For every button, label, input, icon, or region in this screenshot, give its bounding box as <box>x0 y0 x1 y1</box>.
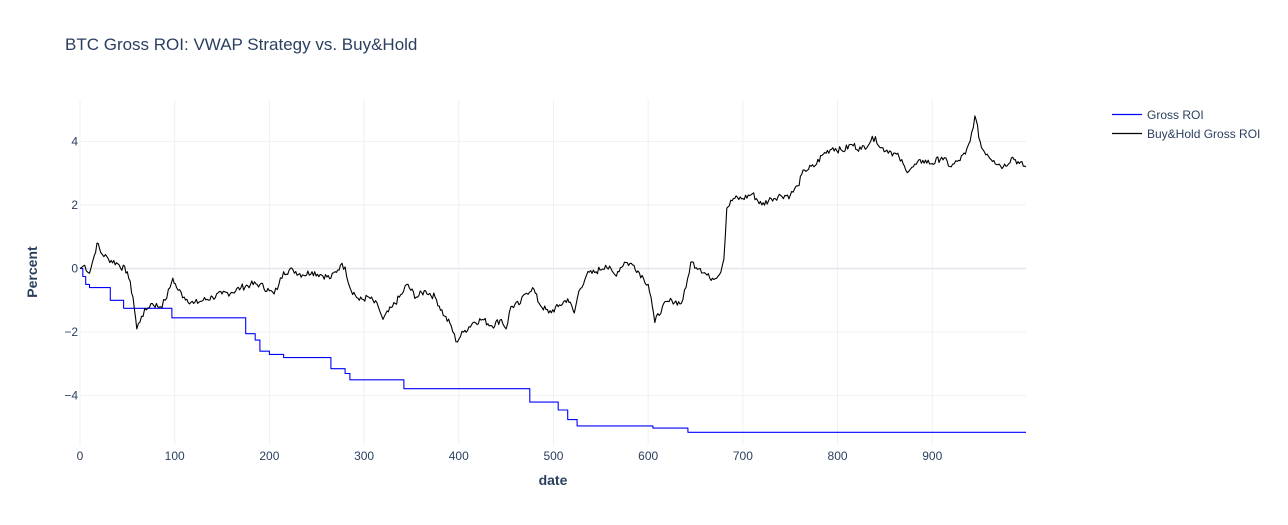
x-tick-label: 400 <box>449 449 469 463</box>
series-layer <box>79 115 1027 433</box>
y-tick-label: 0 <box>71 262 78 276</box>
y-axis-title: Percent <box>24 246 40 298</box>
x-tick-label: 0 <box>77 449 84 463</box>
x-axis-ticks: 0 100 200 300 400 500 600 700 800 900 <box>77 449 943 463</box>
grid <box>79 100 1026 445</box>
series-line-1 <box>79 115 1027 343</box>
y-tick-label: −4 <box>64 389 78 403</box>
x-tick-label: 100 <box>165 449 185 463</box>
x-tick-label: 700 <box>733 449 753 463</box>
legend[interactable]: Gross ROI Buy&Hold Gross ROI <box>1112 108 1260 141</box>
y-tick-label: 2 <box>71 198 78 212</box>
x-tick-label: 500 <box>543 449 563 463</box>
y-axis-ticks: −4 −2 0 2 4 <box>64 134 78 402</box>
x-tick-label: 800 <box>828 449 848 463</box>
x-tick-label: 200 <box>259 449 279 463</box>
x-axis-title: date <box>539 472 568 488</box>
x-tick-label: 300 <box>354 449 374 463</box>
y-tick-label: 4 <box>71 134 78 148</box>
legend-label-gross-roi: Gross ROI <box>1147 108 1204 122</box>
legend-label-buy-hold: Buy&Hold Gross ROI <box>1147 127 1260 141</box>
legend-item-gross-roi[interactable]: Gross ROI <box>1112 108 1204 122</box>
y-tick-label: −2 <box>64 325 78 339</box>
x-tick-label: 600 <box>638 449 658 463</box>
x-tick-label: 900 <box>922 449 942 463</box>
legend-item-buy-hold[interactable]: Buy&Hold Gross ROI <box>1112 127 1260 141</box>
chart-title: BTC Gross ROI: VWAP Strategy vs. Buy&Hol… <box>65 35 417 54</box>
series-line-0 <box>80 267 1026 433</box>
